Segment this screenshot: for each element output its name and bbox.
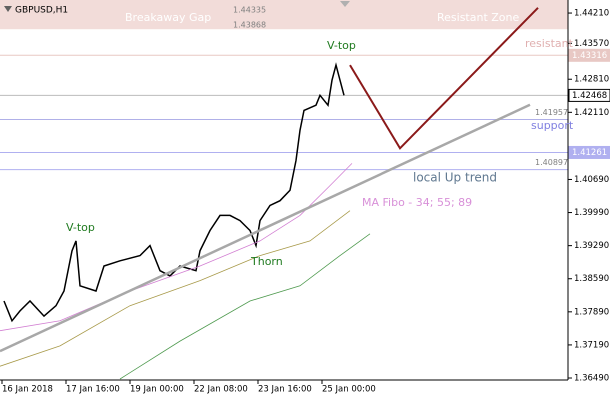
zone-label: Resistant Zone [437,11,520,24]
y-tick-label: 1.38590 [574,274,609,284]
annotation: V-top [327,39,356,52]
level-label: 1.40897 [535,158,568,167]
annotation: Thorn [250,255,283,268]
y-tick-label: 1.37190 [574,340,609,350]
zone-value: 1.43868 [233,21,266,30]
y-tick-label: 1.39990 [574,208,609,218]
annotation: V-top [66,221,95,234]
price-label: 1.42468 [572,91,607,101]
level-label: 1.41957 [535,108,568,117]
x-tick-label: 25 Jan 00:00 [322,385,376,395]
y-tick-label: 1.44210 [574,9,609,19]
series-line [3,62,345,323]
y-tick-label: 1.43570 [574,39,609,49]
y-tick-label: 1.42810 [574,75,609,85]
x-tick-label: 16 Jan 2018 [2,385,53,395]
chart-title: GBPUSD,H1 [15,6,68,16]
resistant-zone [0,0,568,30]
price-box [568,88,610,102]
y-tick-label: 1.39290 [574,241,609,251]
y-tick-label: 1.37890 [574,307,609,317]
annotation: MA Fibo - 34; 55; 89 [362,196,472,209]
series-line [119,233,371,380]
series-line [0,163,353,332]
series-line [349,7,539,150]
symbol-icon [4,6,12,12]
x-tick-label: 17 Jan 16:00 [66,385,120,395]
price-label: 1.41261 [572,148,607,158]
annotation: support [531,119,574,132]
series-line [0,210,351,367]
x-tick-label: 23 Jan 16:00 [258,385,312,395]
zone-label: Breakaway Gap [125,11,211,24]
price-label: 1.43316 [572,51,607,61]
y-tick-label: 1.42110 [574,108,609,118]
x-tick-label: 19 Jan 00:00 [130,385,184,395]
price-box [568,145,610,159]
y-tick-label: 1.40690 [574,175,609,185]
y-tick-label: 1.36490 [574,374,609,384]
x-tick-label: 22 Jan 08:00 [194,385,248,395]
series-line [0,103,531,353]
price-box [568,48,610,62]
scroll-marker [340,1,350,7]
annotation: local Up trend [413,171,497,185]
annotation: resistant [525,37,574,50]
zone-value: 1.44335 [233,6,266,15]
